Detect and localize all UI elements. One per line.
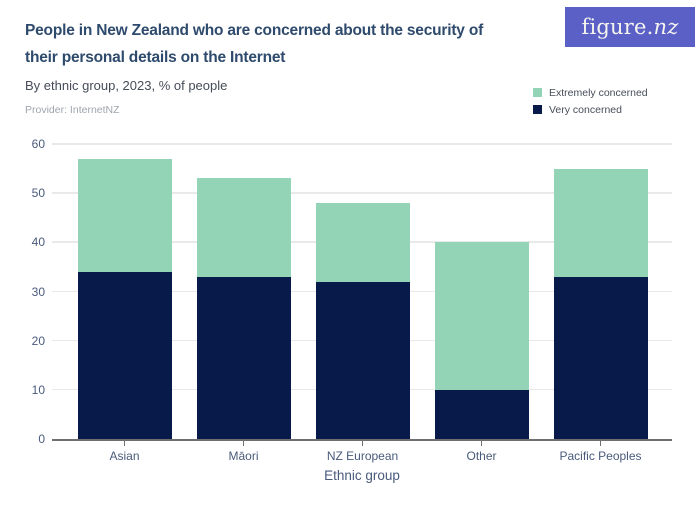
y-tick-label-20: 20 (31, 333, 45, 348)
y-tick-label-0: 0 (38, 432, 45, 446)
y-tick-label-10: 10 (31, 382, 45, 397)
bar-māori-very-concerned (196, 276, 291, 439)
legend-label-very-concerned: Very concerned (549, 103, 622, 116)
x-tick-pacific-peoples (599, 441, 601, 446)
bar-other-extremely-concerned (434, 242, 529, 390)
legend-label-extremely-concerned: Extremely concerned (549, 86, 648, 99)
legend-swatch-extremely-concerned (533, 88, 542, 97)
bar-māori-extremely-concerned (196, 178, 291, 277)
gridline-50 (52, 192, 672, 194)
x-label-other: Other (466, 449, 497, 463)
legend-item-very-concerned: Very concerned (533, 101, 648, 118)
plot-area (52, 143, 672, 439)
y-tick-label-30: 30 (31, 284, 45, 299)
chart-subtitle: By ethnic group, 2023, % of people (25, 78, 228, 93)
y-tick-label-40: 40 (31, 235, 45, 250)
logo-brand-suffix: nz (653, 15, 679, 39)
x-axis-title: Ethnic group (324, 468, 400, 483)
page-title-line-2: their personal details on the Internet (25, 49, 286, 66)
chart-legend: Extremely concerned Very concerned (533, 84, 648, 118)
gridline-60 (52, 143, 672, 145)
y-tick-label-60: 60 (31, 137, 45, 151)
bar-nz-european-extremely-concerned (315, 203, 410, 282)
y-tick-label-50: 50 (31, 186, 45, 201)
x-tick-nz-european (361, 441, 363, 446)
bar-pacific-peoples-very-concerned (553, 276, 648, 439)
logo-brand: figure. (581, 15, 654, 39)
bar-asian-very-concerned (77, 271, 172, 439)
x-axis: Asian Māori NZ European Other Pacific People… (52, 439, 672, 481)
figurenz-logo[interactable]: figure.nz (565, 7, 695, 47)
figurenz-logo-text: figure.nz (582, 15, 679, 39)
provider-text: Provider: InternetNZ (25, 104, 120, 116)
bar-other-very-concerned (434, 389, 529, 439)
bar-pacific-peoples-extremely-concerned (553, 168, 648, 277)
x-label-pacific-peoples: Pacific Peoples (559, 449, 642, 463)
x-label-asian: Asian (109, 449, 140, 463)
bar-asian-extremely-concerned (77, 158, 172, 272)
x-label-nz-european: NZ European (326, 449, 399, 463)
legend-swatch-very-concerned (533, 105, 542, 114)
page-title: People in New Zealand who are concerned … (25, 17, 565, 71)
x-tick-māori (242, 441, 244, 446)
legend-item-extremely-concerned: Extremely concerned (533, 84, 648, 101)
page-title-line-1: People in New Zealand who are concerned … (25, 22, 484, 39)
x-tick-asian (123, 441, 125, 446)
x-tick-other (480, 441, 482, 446)
bar-nz-european-very-concerned (315, 281, 410, 439)
x-label-māori: Māori (228, 449, 259, 463)
